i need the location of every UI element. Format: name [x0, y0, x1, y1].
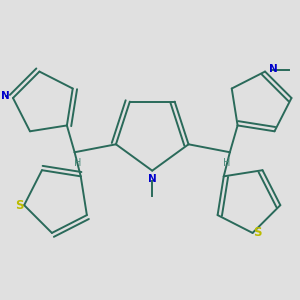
- Text: N: N: [268, 64, 278, 74]
- Text: H: H: [74, 158, 82, 168]
- Text: N: N: [1, 91, 9, 100]
- Text: S: S: [15, 199, 24, 212]
- Text: S: S: [253, 226, 262, 239]
- Text: N: N: [148, 174, 157, 184]
- Text: H: H: [223, 158, 230, 168]
